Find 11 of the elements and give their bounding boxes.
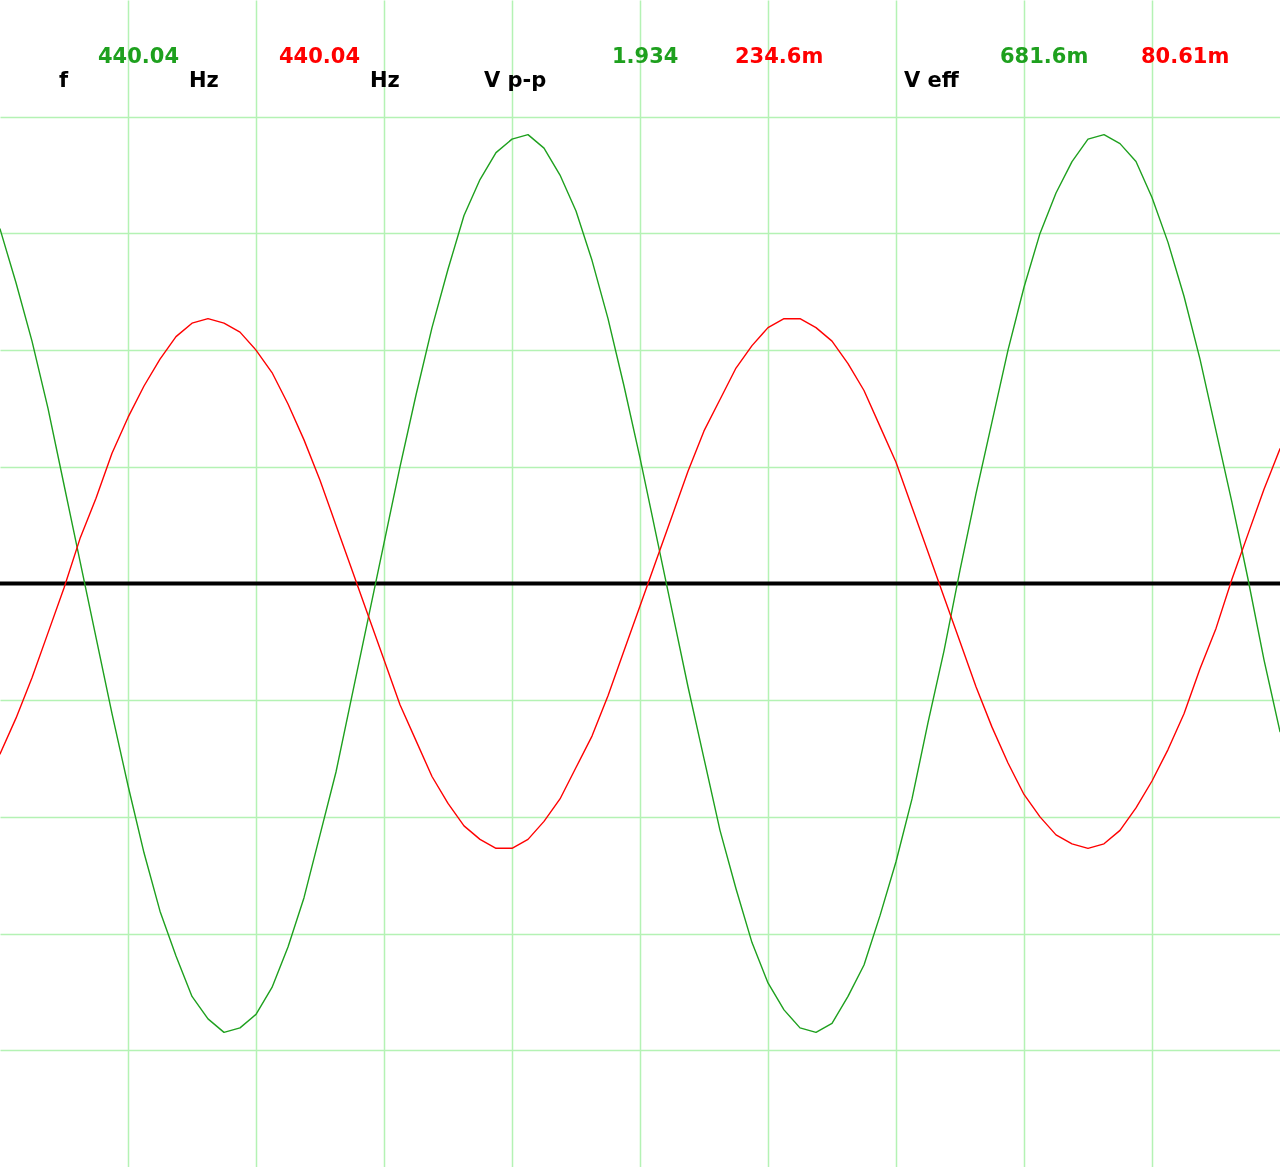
text: 681.6m: [1000, 44, 1089, 68]
text: Hz: [370, 68, 400, 92]
text: 234.6m: [735, 44, 824, 68]
text: V p-p: [484, 68, 547, 92]
text: 80.61m: [1141, 44, 1230, 68]
text: V eff: [904, 68, 960, 92]
text: f: [59, 68, 69, 92]
text: 1.934: [612, 44, 679, 68]
text: 440.04: [279, 44, 361, 68]
text: Hz: [189, 68, 219, 92]
text: 440.04: [98, 44, 180, 68]
